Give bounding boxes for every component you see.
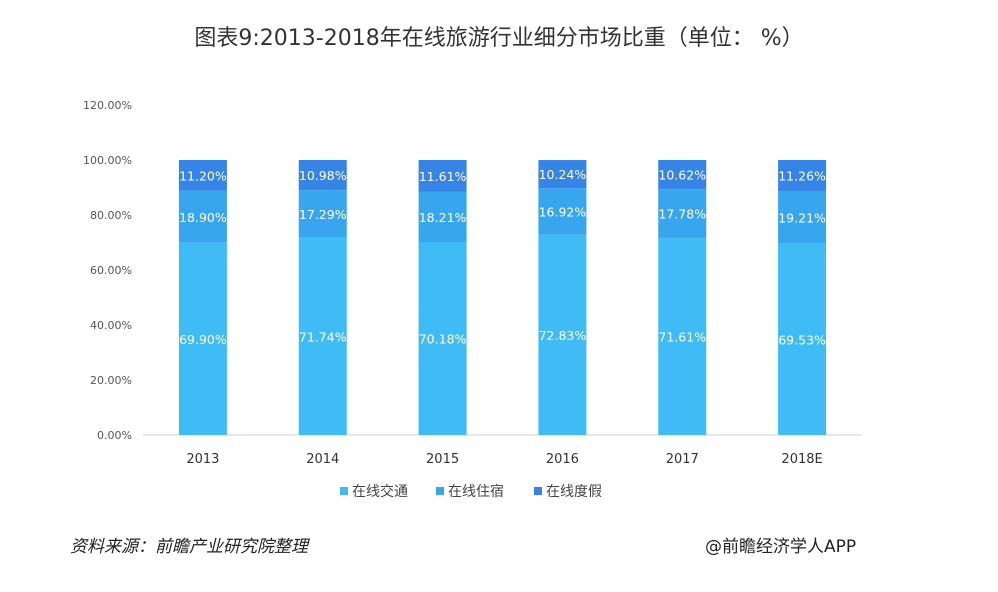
legend-swatch <box>436 487 444 495</box>
data-label: 11.61% <box>419 169 467 184</box>
bar-segment-1-2016 <box>538 234 587 435</box>
bar-segment-3-2013 <box>178 160 227 191</box>
x-tick-label: 2017 <box>666 452 699 467</box>
legend-label: 在线度假 <box>546 484 602 500</box>
x-tick-label: 2016 <box>546 452 579 467</box>
data-label: 16.92% <box>539 204 587 219</box>
data-label: 72.83% <box>539 328 587 343</box>
data-label: 70.18% <box>419 332 467 347</box>
credit-note: @前瞻经济学人APP <box>705 537 857 557</box>
bar-segment-2-2017 <box>658 189 707 239</box>
source-note: 资料来源：前瞻产业研究院整理 <box>70 537 308 557</box>
y-tick-label: 20.00% <box>90 374 132 387</box>
x-tick-label: 2014 <box>306 452 339 467</box>
data-label: 10.98% <box>299 168 347 183</box>
data-label: 69.90% <box>179 332 227 347</box>
legend-swatch <box>534 487 542 495</box>
data-label: 17.29% <box>299 207 347 222</box>
bar-segment-3-2014 <box>298 159 347 191</box>
bar-segment-1-2013 <box>178 242 227 435</box>
y-tick-label: 80.00% <box>90 209 132 222</box>
data-label: 69.53% <box>778 332 826 347</box>
bar-segment-3-2015 <box>418 160 467 192</box>
x-tick-label: 2013 <box>186 452 219 467</box>
bar-segment-2-2015 <box>418 191 467 243</box>
chart-title: 图表9:2013-2018年在线旅游行业细分市场比重（单位： %） <box>194 26 804 51</box>
y-tick-label: 120.00% <box>83 99 132 112</box>
x-tick-label: 2015 <box>426 452 459 467</box>
data-label: 19.21% <box>778 210 826 225</box>
bar-segment-2-2018E <box>778 190 827 244</box>
legend-label: 在线住宿 <box>448 483 504 500</box>
y-tick-label: 60.00% <box>90 264 132 277</box>
data-label: 11.26% <box>778 168 826 183</box>
bar-segment-3-2017 <box>658 159 707 190</box>
bar-segment-2-2013 <box>178 190 227 243</box>
bar-segment-1-2017 <box>658 238 707 435</box>
y-tick-label: 40.00% <box>90 319 132 332</box>
bar-segment-2-2014 <box>298 190 347 238</box>
legend-label: 在线交通 <box>352 483 408 500</box>
data-label: 17.78% <box>658 207 706 222</box>
bar-segment-2-2016 <box>538 188 587 235</box>
data-label: 10.62% <box>658 168 706 183</box>
data-label: 71.61% <box>658 330 706 345</box>
y-tick-label: 0.00% <box>97 429 132 442</box>
bar-segment-1-2015 <box>418 242 467 435</box>
data-label: 18.90% <box>179 210 227 225</box>
bar-segment-3-2018E <box>778 160 827 191</box>
bar-segment-3-2016 <box>538 160 587 189</box>
data-label: 18.21% <box>419 210 467 225</box>
data-label: 71.74% <box>299 329 347 344</box>
x-tick-label: 2018E <box>781 452 822 467</box>
data-label: 11.20% <box>179 168 227 183</box>
bar-segment-1-2018E <box>778 243 827 435</box>
legend-swatch <box>340 487 348 495</box>
y-tick-label: 100.00% <box>83 154 132 167</box>
bar-segment-1-2014 <box>298 237 347 435</box>
data-label: 10.24% <box>539 167 587 182</box>
